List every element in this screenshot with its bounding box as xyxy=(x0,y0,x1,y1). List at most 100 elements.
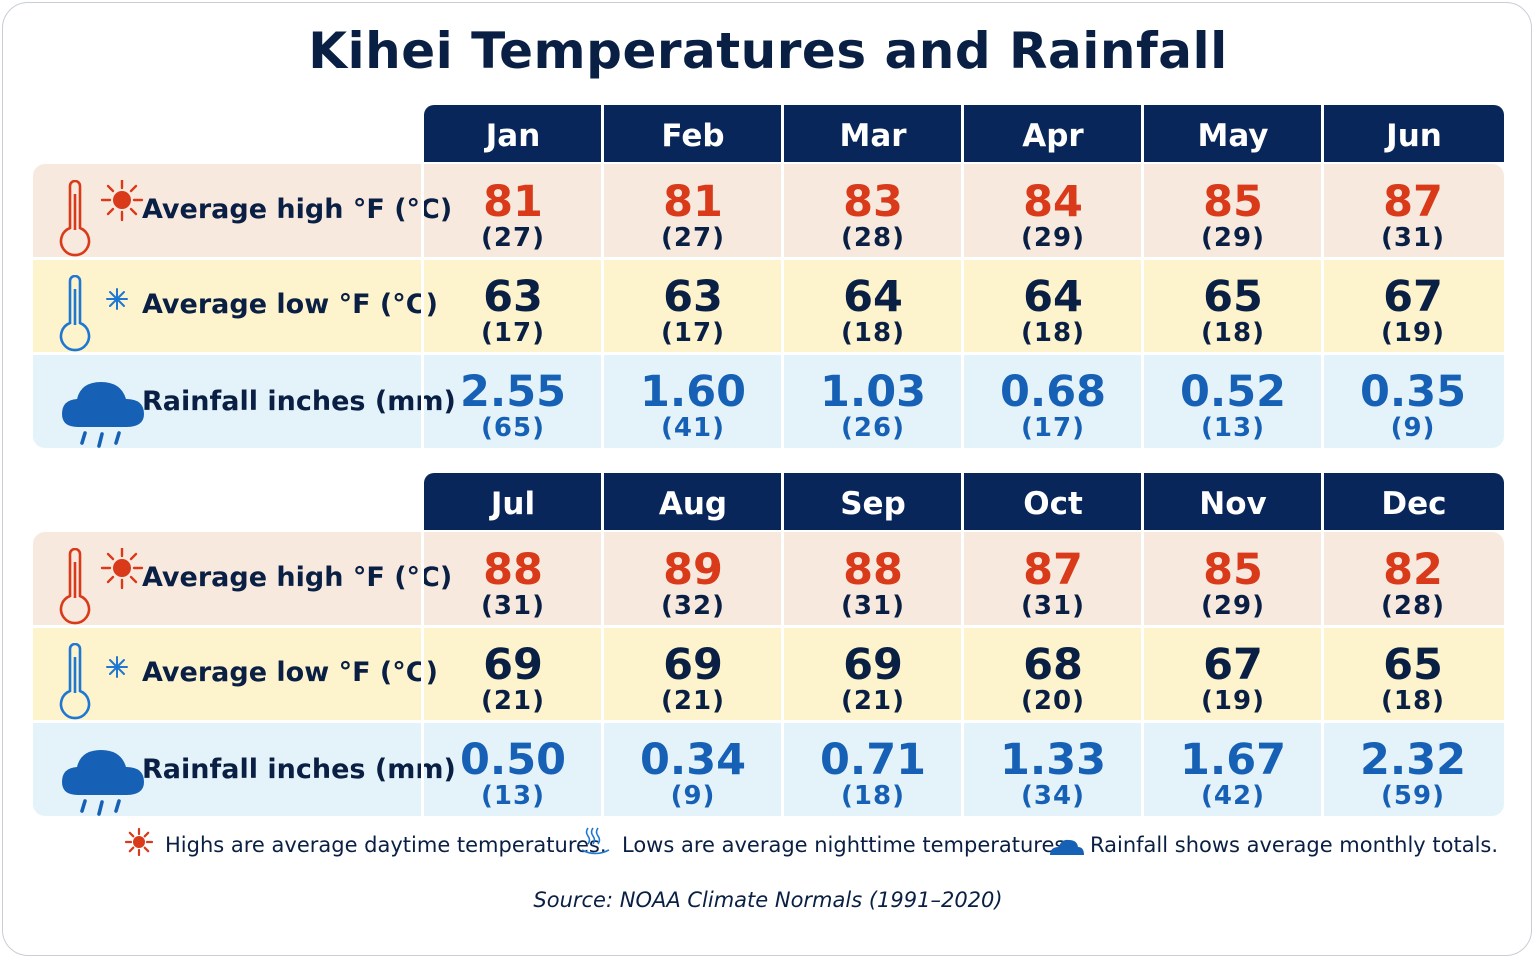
cell-value-main: 69 xyxy=(663,640,723,690)
cell-low-dec: 65 (18) xyxy=(1324,643,1502,715)
cell-low-jul: 69 (21) xyxy=(424,643,602,715)
column-divider xyxy=(781,105,784,449)
cell-value-main: 65 xyxy=(1383,640,1443,690)
cell-value-sub: (27) xyxy=(661,223,725,253)
month-header: Jan xyxy=(424,105,602,162)
cell-value-sub: (17) xyxy=(661,318,725,348)
cell-value-sub: (31) xyxy=(1021,591,1085,621)
row-label-rain: Rainfall inches (mm) xyxy=(142,754,456,785)
row-band-rain xyxy=(33,354,1504,448)
cell-value-main: 84 xyxy=(1023,177,1083,227)
column-divider xyxy=(601,473,604,817)
cell-value-main: 0.35 xyxy=(1359,367,1467,417)
cell-high-nov: 85 (29) xyxy=(1144,548,1322,620)
cell-value-main: 87 xyxy=(1383,177,1443,227)
row-band-low xyxy=(33,627,1504,721)
cell-low-aug: 69 (21) xyxy=(604,643,782,715)
cell-value-main: 1.03 xyxy=(819,367,927,417)
cell-value-main: 87 xyxy=(1023,545,1083,595)
cell-low-may: 65 (18) xyxy=(1144,275,1322,347)
column-divider xyxy=(421,532,424,817)
cell-value-main: 63 xyxy=(663,272,723,322)
cell-value-main: 69 xyxy=(483,640,543,690)
cell-value-main: 65 xyxy=(1203,272,1263,322)
cell-rain-jun: 0.35 (9) xyxy=(1324,370,1502,442)
cell-value-sub: (17) xyxy=(1021,413,1085,443)
cell-rain-sep: 0.71 (18) xyxy=(784,738,962,810)
cell-value-main: 0.68 xyxy=(999,367,1107,417)
row-label-high: Average high °F (°C) xyxy=(142,194,453,225)
cell-value-sub: (42) xyxy=(1201,781,1265,811)
cell-value-sub: (9) xyxy=(670,781,716,811)
cell-value-sub: (18) xyxy=(841,781,905,811)
cell-rain-oct: 1.33 (34) xyxy=(964,738,1142,810)
row-label-rain: Rainfall inches (mm) xyxy=(142,386,456,417)
cell-value-sub: (17) xyxy=(481,318,545,348)
row-divider xyxy=(33,352,1504,355)
cell-high-dec: 82 (28) xyxy=(1324,548,1502,620)
cell-high-aug: 89 (32) xyxy=(604,548,782,620)
month-header: Jul xyxy=(424,473,602,530)
cell-value-main: 2.32 xyxy=(1359,735,1467,785)
cell-value-sub: (21) xyxy=(661,686,725,716)
row-divider xyxy=(33,257,1504,260)
column-divider xyxy=(421,164,424,449)
month-header: May xyxy=(1144,105,1322,162)
cell-value-sub: (21) xyxy=(481,686,545,716)
column-divider xyxy=(961,105,964,449)
legend-high-text: Highs are average daytime temperatures. xyxy=(165,833,607,857)
cell-low-oct: 68 (20) xyxy=(964,643,1142,715)
legend-low-text: Lows are average nighttime temperatures. xyxy=(622,833,1073,857)
cell-value-sub: (18) xyxy=(1381,686,1445,716)
cell-low-sep: 69 (21) xyxy=(784,643,962,715)
cell-value-sub: (41) xyxy=(661,413,725,443)
cell-value-sub: (34) xyxy=(1021,781,1085,811)
cell-value-sub: (28) xyxy=(1381,591,1445,621)
thermometer-snowflake-icon xyxy=(56,642,148,729)
month-header: Feb xyxy=(604,105,782,162)
cloud-icon xyxy=(1046,836,1086,860)
month-header: Mar xyxy=(784,105,962,162)
cell-rain-apr: 0.68 (17) xyxy=(964,370,1142,442)
cell-value-sub: (21) xyxy=(841,686,905,716)
cell-value-main: 88 xyxy=(843,545,903,595)
cell-low-mar: 64 (18) xyxy=(784,275,962,347)
column-divider xyxy=(1321,105,1324,449)
cell-value-sub: (31) xyxy=(481,591,545,621)
cell-low-nov: 67 (19) xyxy=(1144,643,1322,715)
cell-value-main: 82 xyxy=(1383,545,1443,595)
cell-value-sub: (59) xyxy=(1381,781,1445,811)
cell-value-sub: (19) xyxy=(1381,318,1445,348)
cell-value-sub: (19) xyxy=(1201,686,1265,716)
cell-rain-feb: 1.60 (41) xyxy=(604,370,782,442)
cell-rain-jan: 2.55 (65) xyxy=(424,370,602,442)
row-divider xyxy=(33,625,1504,628)
cell-high-apr: 84 (29) xyxy=(964,180,1142,252)
cell-value-sub: (31) xyxy=(1381,223,1445,253)
cell-rain-aug: 0.34 (9) xyxy=(604,738,782,810)
cell-value-sub: (27) xyxy=(481,223,545,253)
cell-value-main: 68 xyxy=(1023,640,1083,690)
cell-high-sep: 88 (31) xyxy=(784,548,962,620)
cell-value-main: 89 xyxy=(663,545,723,595)
cell-value-sub: (32) xyxy=(661,591,725,621)
cell-value-main: 0.52 xyxy=(1179,367,1287,417)
cell-value-main: 1.67 xyxy=(1179,735,1287,785)
cell-value-main: 67 xyxy=(1383,272,1443,322)
cell-value-sub: (18) xyxy=(841,318,905,348)
row-band-high xyxy=(33,532,1504,626)
row-label-high: Average high °F (°C) xyxy=(142,562,453,593)
row-label-low: Average low °F (°C) xyxy=(142,289,438,320)
column-divider xyxy=(961,473,964,817)
column-divider xyxy=(1141,473,1144,817)
cell-high-mar: 83 (28) xyxy=(784,180,962,252)
cell-value-sub: (9) xyxy=(1390,413,1436,443)
cell-value-main: 0.71 xyxy=(819,735,927,785)
cell-high-may: 85 (29) xyxy=(1144,180,1322,252)
moon-waves-icon xyxy=(578,824,612,862)
cell-value-main: 1.60 xyxy=(639,367,747,417)
month-header: Sep xyxy=(784,473,962,530)
row-label-low: Average low °F (°C) xyxy=(142,657,438,688)
cell-value-sub: (29) xyxy=(1201,223,1265,253)
cell-value-sub: (13) xyxy=(1201,413,1265,443)
